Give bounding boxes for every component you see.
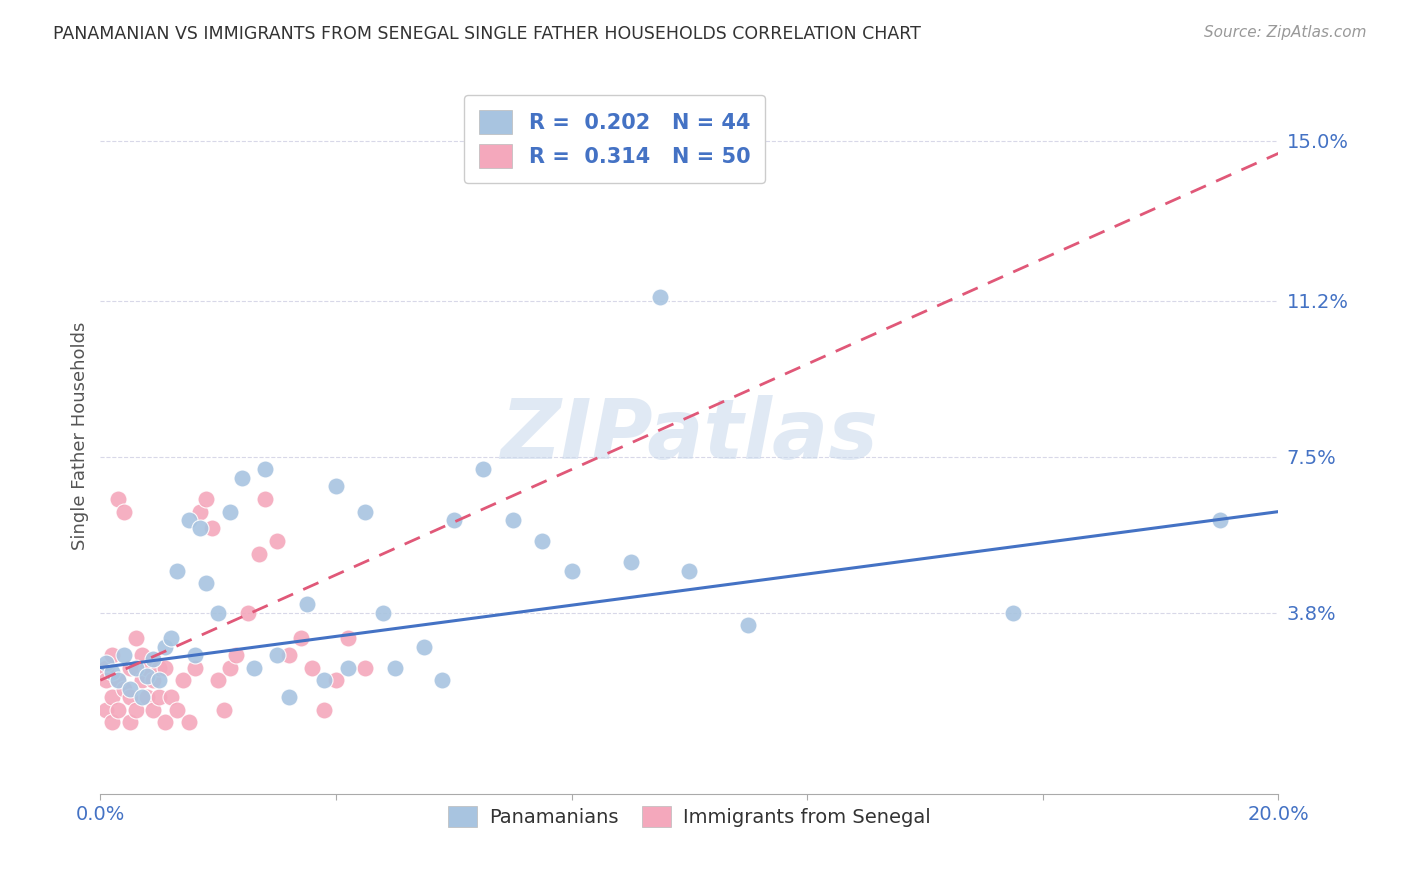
Point	[112, 505, 135, 519]
Point	[277, 690, 299, 704]
Point	[118, 690, 141, 704]
Point	[142, 652, 165, 666]
Point	[136, 669, 159, 683]
Point	[131, 648, 153, 662]
Point	[166, 703, 188, 717]
Text: Source: ZipAtlas.com: Source: ZipAtlas.com	[1204, 25, 1367, 40]
Point	[148, 673, 170, 688]
Point	[172, 673, 194, 688]
Point	[290, 631, 312, 645]
Point	[160, 690, 183, 704]
Point	[101, 715, 124, 730]
Point	[219, 660, 242, 674]
Point	[190, 521, 212, 535]
Point	[354, 505, 377, 519]
Point	[112, 681, 135, 696]
Point	[314, 703, 336, 717]
Point	[166, 564, 188, 578]
Point	[1208, 513, 1230, 527]
Point	[325, 479, 347, 493]
Point	[107, 491, 129, 506]
Point	[101, 648, 124, 662]
Point	[371, 606, 394, 620]
Legend: Panamanians, Immigrants from Senegal: Panamanians, Immigrants from Senegal	[440, 797, 938, 835]
Point	[160, 631, 183, 645]
Point	[295, 598, 318, 612]
Point	[131, 690, 153, 704]
Point	[443, 513, 465, 527]
Point	[648, 290, 671, 304]
Point	[266, 534, 288, 549]
Point	[254, 491, 277, 506]
Point	[301, 660, 323, 674]
Point	[336, 660, 359, 674]
Point	[96, 660, 118, 674]
Point	[384, 660, 406, 674]
Point	[225, 648, 247, 662]
Point	[131, 673, 153, 688]
Y-axis label: Single Father Households: Single Father Households	[72, 321, 89, 550]
Point	[125, 660, 148, 674]
Point	[125, 660, 148, 674]
Point	[242, 660, 264, 674]
Point	[118, 681, 141, 696]
Point	[136, 690, 159, 704]
Point	[183, 660, 205, 674]
Point	[177, 715, 200, 730]
Point	[107, 673, 129, 688]
Point	[101, 690, 124, 704]
Point	[336, 631, 359, 645]
Point	[153, 640, 176, 654]
Point	[472, 462, 495, 476]
Point	[96, 703, 118, 717]
Point	[195, 491, 218, 506]
Point	[195, 576, 218, 591]
Point	[112, 648, 135, 662]
Point	[153, 715, 176, 730]
Point	[502, 513, 524, 527]
Point	[247, 547, 270, 561]
Point	[177, 513, 200, 527]
Point	[531, 534, 554, 549]
Point	[737, 618, 759, 632]
Point	[96, 673, 118, 688]
Point	[207, 606, 229, 620]
Point	[212, 703, 235, 717]
Point	[619, 555, 641, 569]
Point	[231, 471, 253, 485]
Point	[325, 673, 347, 688]
Point	[96, 657, 118, 671]
Text: PANAMANIAN VS IMMIGRANTS FROM SENEGAL SINGLE FATHER HOUSEHOLDS CORRELATION CHART: PANAMANIAN VS IMMIGRANTS FROM SENEGAL SI…	[53, 25, 921, 43]
Point	[136, 660, 159, 674]
Point	[413, 640, 436, 654]
Point	[118, 660, 141, 674]
Point	[190, 505, 212, 519]
Point	[101, 665, 124, 679]
Point	[107, 703, 129, 717]
Text: ZIPatlas: ZIPatlas	[501, 395, 879, 476]
Point	[354, 660, 377, 674]
Point	[107, 673, 129, 688]
Point	[236, 606, 259, 620]
Point	[219, 505, 242, 519]
Point	[142, 673, 165, 688]
Point	[207, 673, 229, 688]
Point	[148, 660, 170, 674]
Point	[277, 648, 299, 662]
Point	[430, 673, 453, 688]
Point	[254, 462, 277, 476]
Point	[153, 660, 176, 674]
Point	[148, 690, 170, 704]
Point	[266, 648, 288, 662]
Point	[1002, 606, 1025, 620]
Point	[125, 631, 148, 645]
Point	[142, 703, 165, 717]
Point	[314, 673, 336, 688]
Point	[561, 564, 583, 578]
Point	[201, 521, 224, 535]
Point	[125, 703, 148, 717]
Point	[678, 564, 700, 578]
Point	[118, 715, 141, 730]
Point	[183, 648, 205, 662]
